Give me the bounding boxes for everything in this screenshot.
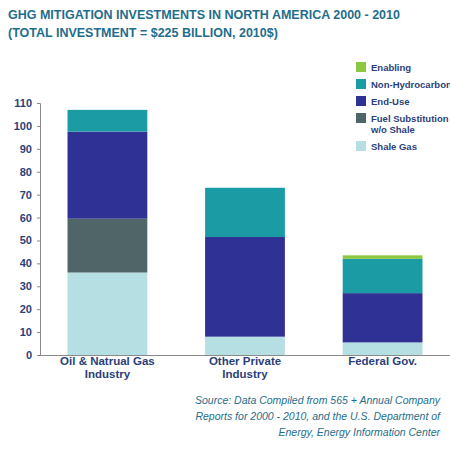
legend-label: Non-Hydrocarbon bbox=[371, 79, 450, 90]
x-axis: Oil & Natrual GasIndustry Other PrivateIn… bbox=[41, 355, 450, 380]
legend-label: Enabling bbox=[371, 62, 411, 73]
tick-mark bbox=[37, 149, 40, 150]
source-note: Energy, Energy Information Center bbox=[279, 426, 441, 438]
tick-label: 70 bbox=[20, 189, 32, 201]
legend-label: Fuel Substitutionw/o Shale bbox=[370, 113, 449, 135]
tick: Oil & Natrual GasIndustry bbox=[60, 355, 155, 380]
tick-label: 90 bbox=[20, 143, 32, 155]
bar-segment bbox=[68, 273, 148, 355]
bar-segment bbox=[68, 132, 148, 219]
subtitle: (TOTAL INVESTMENT = $225 BILLION, 2010$) bbox=[8, 26, 278, 40]
tick-label: 60 bbox=[20, 212, 32, 224]
legend-swatch bbox=[356, 96, 366, 106]
tick: Other PrivateIndustry bbox=[209, 355, 281, 380]
source-note: Source: Data Compiled from 565 + Annual … bbox=[195, 394, 441, 406]
legend: Enabling Non-Hydrocarbon End-Use Fuel Subst… bbox=[356, 62, 450, 152]
legend-swatch bbox=[356, 79, 366, 89]
source-note: Reports for 2000 - 2010, and the U.S. De… bbox=[195, 410, 441, 422]
bar-segment bbox=[205, 337, 285, 355]
tick-mark bbox=[37, 263, 40, 264]
tick-label: 100 bbox=[14, 120, 32, 132]
tick: 70 bbox=[20, 189, 40, 201]
tick: 40 bbox=[20, 257, 40, 269]
bar-segment bbox=[205, 187, 285, 188]
tick-mark bbox=[37, 103, 40, 104]
category-label: Federal Gov. bbox=[348, 355, 417, 367]
tick: 80 bbox=[20, 166, 40, 178]
legend-swatch bbox=[356, 141, 366, 151]
bar-segment bbox=[343, 259, 423, 293]
bar-segment bbox=[68, 219, 148, 273]
category-label: Other PrivateIndustry bbox=[209, 355, 281, 380]
tick: 60 bbox=[20, 212, 40, 224]
bar-segment bbox=[68, 109, 148, 110]
bar-segment bbox=[343, 293, 423, 342]
chart: GHG MITIGATION INVESTMENTS IN NORTH AMER… bbox=[0, 0, 450, 466]
tick: 100 bbox=[14, 120, 40, 132]
legend-label: Shale Gas bbox=[371, 141, 417, 152]
tick: 20 bbox=[20, 303, 40, 315]
tick-label: 110 bbox=[14, 97, 32, 109]
tick-label: 30 bbox=[20, 280, 32, 292]
category-label: Oil & Natrual GasIndustry bbox=[60, 355, 155, 380]
tick-mark bbox=[37, 332, 40, 333]
tick-mark bbox=[37, 218, 40, 219]
legend-swatch bbox=[356, 113, 366, 123]
tick-label: 80 bbox=[20, 166, 32, 178]
tick: Federal Gov. bbox=[348, 355, 417, 367]
tick: 50 bbox=[20, 234, 40, 246]
tick-mark bbox=[37, 172, 40, 173]
tick: 110 bbox=[14, 97, 40, 109]
bar-segment bbox=[343, 255, 423, 258]
tick: 90 bbox=[20, 143, 40, 155]
legend-swatch bbox=[356, 62, 366, 72]
title: GHG MITIGATION INVESTMENTS IN NORTH AMER… bbox=[8, 8, 400, 22]
bar-segment bbox=[68, 110, 148, 132]
tick-label: 0 bbox=[26, 349, 32, 361]
tick-mark bbox=[37, 195, 40, 196]
legend-label: End-Use bbox=[371, 96, 410, 107]
tick: 10 bbox=[20, 326, 40, 338]
tick: 0 bbox=[26, 349, 40, 361]
bar-segment bbox=[343, 342, 423, 355]
tick-mark bbox=[37, 126, 40, 127]
tick-mark bbox=[37, 355, 40, 356]
bar-segment bbox=[205, 237, 285, 337]
bars bbox=[68, 110, 423, 355]
y-axis: 0 10 20 30 40 50 60 70 80 90 100 110 bbox=[14, 97, 41, 361]
bar-segment bbox=[205, 188, 285, 237]
axis-line bbox=[37, 104, 41, 356]
tick: 30 bbox=[20, 280, 40, 292]
tick-mark bbox=[37, 286, 40, 287]
tick-mark bbox=[37, 309, 40, 310]
tick-mark bbox=[37, 240, 40, 241]
tick-label: 10 bbox=[20, 326, 32, 338]
tick-label: 40 bbox=[20, 257, 32, 269]
tick-label: 50 bbox=[20, 234, 32, 246]
tick-label: 20 bbox=[20, 303, 32, 315]
